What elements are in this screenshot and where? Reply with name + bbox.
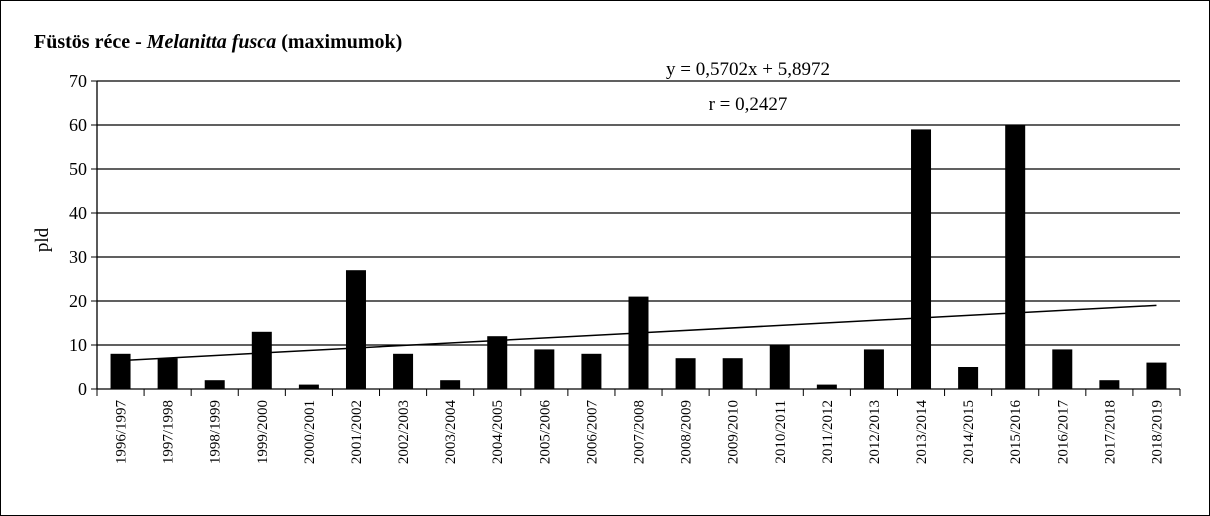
bar [628, 296, 649, 389]
x-tick-label: 2000/2001 [302, 400, 318, 464]
bar [958, 367, 979, 389]
x-tick-label: 2002/2003 [396, 400, 412, 464]
bar [722, 358, 743, 389]
bar [675, 358, 696, 389]
y-tick-label: 40 [69, 203, 87, 223]
x-tick-label: 2016/2017 [1055, 400, 1071, 465]
axes [96, 81, 1180, 390]
bar [251, 331, 272, 389]
bar [204, 380, 225, 389]
x-tick-label: 1998/1999 [208, 400, 224, 464]
x-tick-label: 2015/2016 [1008, 400, 1024, 465]
bar [1052, 349, 1073, 389]
y-tick-label: 50 [69, 159, 87, 179]
bar [345, 270, 366, 389]
x-tick-label: 2001/2002 [349, 400, 365, 464]
bar [487, 336, 508, 389]
bar [157, 358, 178, 389]
title-suffix: (maximumok) [276, 31, 403, 53]
y-tick-labels: 0 10 20 30 40 50 60 70 [69, 71, 87, 399]
chart-title: Füstös réce - Melanitta fusca (maximumok… [34, 31, 402, 54]
trendline [120, 304, 1157, 362]
y-tick-label: 20 [69, 291, 87, 311]
bars [110, 125, 1167, 389]
x-tick-label: 2007/2008 [632, 400, 648, 464]
x-tick-label: 2011/2012 [820, 400, 836, 464]
x-tick-labels: 1996/1997 1997/1998 1998/1999 1999/2000 2000… [114, 400, 1166, 465]
bar [1099, 380, 1120, 389]
trendline-equation: y = 0,5702x + 5,8972 [666, 59, 830, 80]
correlation-label: r = 0,2427 [709, 94, 788, 115]
x-tick-label: 2009/2010 [726, 400, 742, 464]
x-tick-label: 1997/1998 [161, 400, 177, 464]
bar [863, 349, 884, 389]
x-tick-label: 1999/2000 [255, 400, 271, 464]
bar [298, 384, 319, 389]
bar [1005, 125, 1026, 389]
x-tick-label: 2003/2004 [443, 400, 459, 465]
y-tick-label: 10 [69, 335, 87, 355]
bar [911, 129, 932, 389]
y-tick-label: 0 [78, 379, 87, 399]
trendline-group [120, 304, 1157, 362]
x-tick-label: 2006/2007 [584, 400, 600, 465]
x-tick-label: 2008/2009 [679, 400, 695, 464]
bar [816, 384, 837, 389]
x-tick-label: 2017/2018 [1102, 400, 1118, 464]
bar [393, 353, 414, 389]
title-prefix: Füstös réce - [34, 31, 147, 53]
bar [110, 353, 131, 389]
bar [769, 345, 790, 389]
bar [440, 380, 461, 389]
bar [534, 349, 555, 389]
x-tick-label: 2012/2013 [867, 400, 883, 464]
y-axis-label: pld [32, 227, 53, 252]
x-tick-label: 2004/2005 [490, 400, 506, 464]
x-tick-label: 2005/2006 [537, 400, 553, 465]
x-tick-label: 2013/2014 [914, 400, 930, 465]
x-tick-label: 2014/2015 [961, 400, 977, 464]
x-tick-label: 2018/2019 [1149, 400, 1165, 464]
y-tick-label: 30 [69, 247, 87, 267]
x-tick-label: 2010/2011 [773, 400, 789, 464]
bar [581, 353, 602, 389]
y-tick-label: 70 [69, 71, 87, 91]
title-species: Melanitta fusca [146, 31, 277, 53]
bar [1146, 362, 1167, 389]
x-tick-label: 1996/1997 [114, 400, 130, 465]
y-tick-label: 60 [69, 115, 87, 135]
